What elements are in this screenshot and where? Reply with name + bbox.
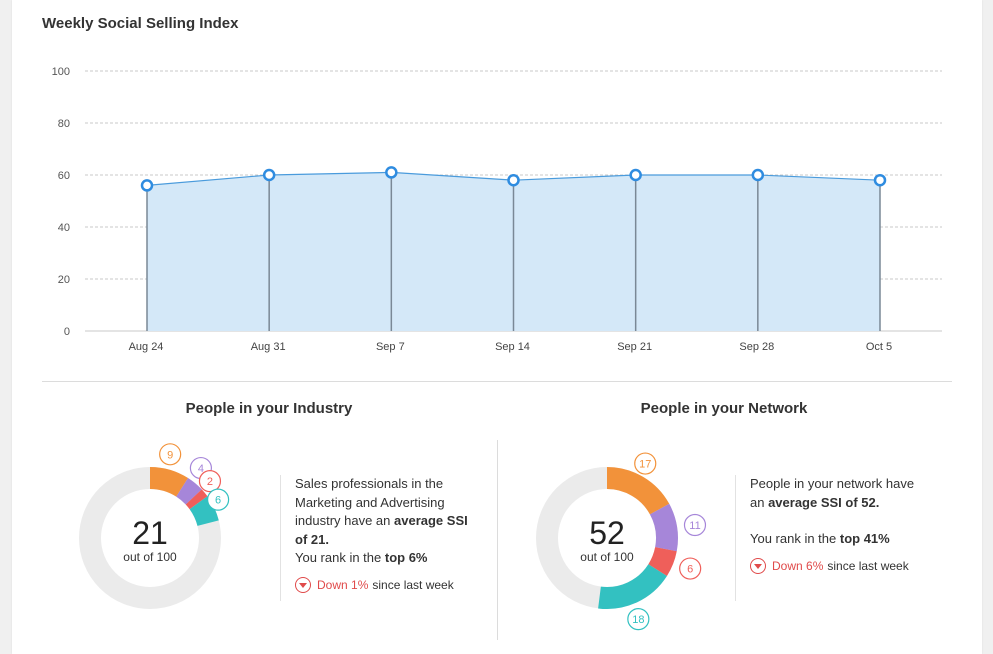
industry-rank-text: You rank in the [295,550,385,565]
donut-segment[interactable] [149,467,189,497]
segment-label-bubble [679,557,702,580]
segment-label-bubble [627,608,650,631]
segment-label-bubble [683,513,707,537]
industry-line3-text: industry have an [295,513,395,528]
industry-score: 21 [132,515,168,551]
donut-segment[interactable] [189,496,219,527]
network-trend-value: Down 6% [772,558,824,573]
donut-segment[interactable] [648,546,677,577]
network-info-rule [735,475,736,601]
segment-label-bubble [634,452,657,475]
x-tick-label: Sep 21 [617,341,652,353]
industry-info-rule [280,475,281,601]
industry-score-block: 21 out of 100 [123,516,176,564]
data-point[interactable] [873,173,887,187]
network-line2-text: an [750,494,769,510]
industry-avg-label: average SSI [394,513,468,528]
industry-avg-value: of 21. [295,531,329,547]
network-out-of: out of 100 [580,550,634,564]
segment-label: 17 [639,459,651,471]
industry-out-of: out of 100 [123,550,177,564]
x-tick-label: Aug 24 [129,341,164,353]
down-arrow-icon [750,557,766,574]
section-divider [42,381,952,382]
donut-segment[interactable] [185,489,208,510]
data-point[interactable] [262,168,276,182]
industry-rank: You rank in the top 6% [295,549,495,568]
ssi-line-chart: 0 20 40 60 80 100 Aug 24 Aug 31 Sep 7 Sep 14 Sep 2… [52,66,942,353]
segment-label: 11 [689,520,700,532]
y-tick-label: 80 [58,118,70,130]
donut-segment[interactable] [175,478,202,505]
industry-line2: Marketing and Advertising [295,494,445,510]
industry-line1: Sales professionals in the [295,476,444,491]
industry-trend: Down 1% since last week [295,576,495,595]
data-point[interactable] [385,166,398,179]
x-tick-label: Aug 31 [251,341,286,353]
industry-trend-suffix: since last week [372,577,454,592]
donut-segment[interactable] [649,503,678,552]
network-rank-value: top 41% [839,531,890,546]
segment-label: 4 [198,463,204,475]
donut-segment[interactable] [606,467,670,515]
y-tick-label: 40 [58,222,70,234]
network-donut-chart: 17 11 6 18 [536,452,707,631]
industry-line4: of 21. [295,531,495,550]
data-point[interactable] [140,179,154,192]
page-title: Weekly Social Selling Index [42,15,239,32]
segment-label: 9 [167,449,173,461]
segment-label-bubble [198,469,222,493]
donut-segment[interactable] [598,563,667,609]
industry-title: People in your Industry [185,400,353,417]
segment-label: 18 [632,614,644,626]
data-point[interactable] [507,173,520,187]
network-line2: an average SSI of 52. [750,494,950,513]
down-arrow-icon [295,576,311,593]
segment-label: 6 [215,495,221,507]
network-info: People in your network have an average S… [735,475,950,601]
industry-trend-value: Down 1% [317,577,369,592]
network-trend-suffix: since last week [827,558,909,573]
network-trend: Down 6% since last week [750,557,950,576]
data-point[interactable] [629,168,642,182]
segment-label: 2 [207,476,213,488]
y-tick-label: 0 [64,326,70,338]
network-score-block: 52 out of 100 [580,516,633,564]
industry-line3: industry have an average SSI [295,512,495,531]
y-tick-label: 20 [58,274,70,286]
column-divider [497,440,498,640]
data-point[interactable] [751,168,765,182]
network-line1: People in your network have [750,476,915,491]
segment-label: 6 [687,564,693,576]
x-tick-label: Sep 28 [739,341,774,353]
industry-donut-chart: 9 426 [79,443,230,609]
y-tick-label: 60 [58,170,70,182]
industry-rank-value: top 6% [384,550,428,565]
network-title: People in your Network [640,400,808,417]
segment-label-bubble [159,443,182,466]
network-rank: You rank in the top 41% [750,530,950,549]
x-tick-label: Sep 14 [495,341,530,353]
network-score: 52 [589,515,625,551]
network-avg-value: average SSI of 52. [768,494,880,510]
industry-info: Sales professionals in the Marketing and… [280,475,495,601]
x-tick-label: Oct 5 [866,341,892,353]
segment-label-bubble [207,488,230,511]
x-tick-label: Sep 7 [376,341,405,353]
network-spacer [750,512,950,530]
y-tick-label: 100 [52,66,70,78]
network-rank-text: You rank in the [750,531,840,546]
